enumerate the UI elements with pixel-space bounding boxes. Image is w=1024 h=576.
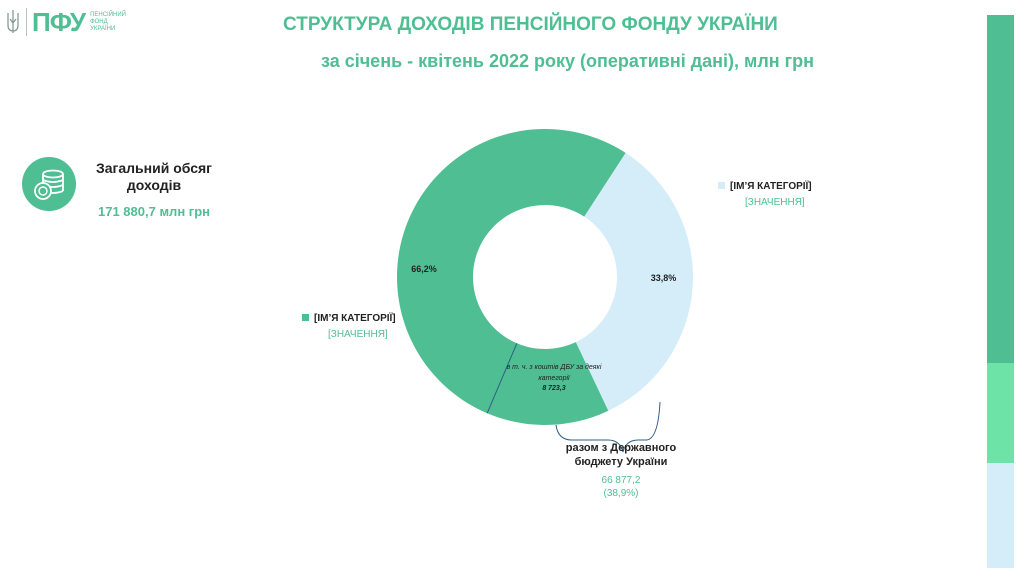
legend-swatch [302, 314, 309, 321]
legend-value-label: [ЗНАЧЕННЯ] [745, 197, 805, 208]
legend-category-label: [ІМ’Я КАТЕГОРІЇ] [314, 313, 396, 324]
slice-percent-label: 33,8% [650, 272, 677, 283]
legend-value-label: [ЗНАЧЕННЯ] [328, 329, 388, 340]
inner-note-value: 8 723,3 [542, 385, 566, 392]
total-income-value: 171 880,7 млн грн [98, 204, 210, 219]
logo-divider [26, 8, 27, 36]
logo-sub-line: ПЕНСІЙНИЙ [90, 11, 126, 18]
logo-text: ПФУ [32, 7, 86, 37]
logo-subtitle: ПЕНСІЙНИЙ ФОНД УКРАЇНИ [90, 12, 130, 33]
inner-note: в т. ч. з коштів ДБУ за деякі категорії [506, 364, 602, 382]
state-budget-share: (38,9%) [603, 488, 639, 499]
budget-brace [555, 401, 661, 453]
coins-icon [22, 157, 76, 211]
state-budget-value-block: 66 877,2 (38,9%) [550, 474, 692, 500]
logo-sub-line: ФОНД [90, 18, 108, 25]
slice-percent-label: 66,2% [411, 264, 437, 275]
donut-slice [575, 152, 694, 411]
legend-entry-light: [ІМ’Я КАТЕГОРІЇ] [718, 181, 812, 192]
legend-entry-green: [ІМ’Я КАТЕГОРІЇ] [302, 313, 396, 324]
logo-sub-line: УКРАЇНИ [90, 25, 116, 32]
side-bar-segment [987, 15, 1014, 364]
page-subtitle: за січень - квітень 2022 року (оперативн… [321, 51, 815, 71]
side-color-bar [987, 15, 1014, 568]
legend-swatch [718, 182, 725, 189]
legend-category-label: [ІМ’Я КАТЕГОРІЇ] [730, 181, 812, 192]
side-bar-segment [987, 363, 1014, 463]
state-budget-label: разом з Державного бюджету України [565, 442, 677, 468]
state-budget-value: 66 877,2 [601, 475, 641, 486]
budget-divider-line [486, 343, 518, 414]
total-income-label: Загальний обсяг доходів [95, 160, 213, 193]
side-bar-segment [987, 462, 1014, 568]
page-title: СТРУКТУРА ДОХОДІВ ПЕНСІЙНОГО ФОНДУ УКРАЇ… [283, 14, 778, 35]
trident-icon [7, 10, 19, 33]
pfu-logo: ПФУ ПЕНСІЙНИЙ ФОНД УКРАЇНИ [6, 4, 130, 40]
donut-slice [397, 129, 626, 425]
